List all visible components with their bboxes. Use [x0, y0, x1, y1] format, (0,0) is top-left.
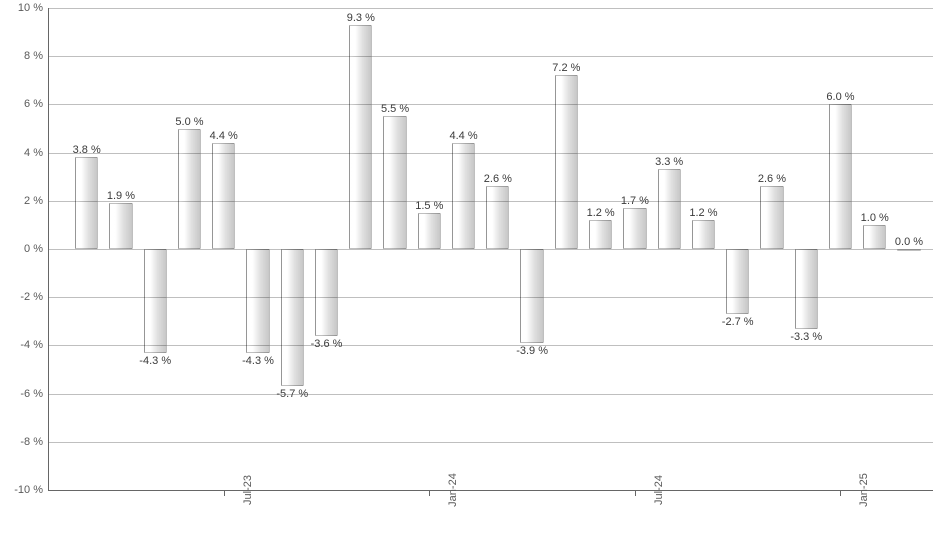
bar [795, 249, 818, 329]
bar [75, 157, 98, 249]
bar-value-label: -3.6 % [311, 338, 343, 350]
bar-value-label: 9.3 % [347, 12, 375, 24]
bar-value-label: 1.2 % [587, 207, 615, 219]
bar-value-label: -3.3 % [790, 331, 822, 343]
bar [863, 225, 886, 249]
bar-value-label: 3.3 % [655, 156, 683, 168]
bar-value-label: 1.9 % [107, 190, 135, 202]
bar [760, 186, 783, 249]
gridline [49, 442, 933, 443]
x-tick-label: Jul-23 [224, 475, 254, 505]
x-tick-label: Jan-24 [429, 473, 459, 507]
bar-value-label: -3.9 % [516, 345, 548, 357]
gridline [49, 56, 933, 57]
bar [144, 249, 167, 353]
y-tick-label: 6 % [24, 98, 49, 110]
x-tick-label: Jul-24 [635, 475, 665, 505]
bar [418, 213, 441, 249]
x-tick-mark [840, 490, 841, 496]
y-tick-label: -2 % [20, 291, 49, 303]
bar [383, 116, 406, 249]
bar [452, 143, 475, 249]
bar [897, 249, 920, 251]
bar [349, 25, 372, 249]
bar [486, 186, 509, 249]
y-tick-label: 0 % [24, 243, 49, 255]
y-tick-label: -8 % [20, 436, 49, 448]
bar-value-label: 0.0 % [895, 236, 923, 248]
bar-value-label: 6.0 % [826, 91, 854, 103]
bar-value-label: 1.0 % [861, 212, 889, 224]
y-tick-label: -6 % [20, 388, 49, 400]
bar [726, 249, 749, 314]
x-tick-mark [224, 490, 225, 496]
gridline [49, 394, 933, 395]
x-tick-mark [429, 490, 430, 496]
bar-value-label: 4.4 % [450, 130, 478, 142]
bar [109, 203, 132, 249]
y-tick-label: 2 % [24, 195, 49, 207]
percent-change-bar-chart: -10 % -8 % -6 % -4 % -2 % 0 % 2 % 4 % 6 % 8 % 10 %… [0, 0, 940, 550]
bar-value-label: 1.2 % [689, 207, 717, 219]
y-tick-label: -4 % [20, 339, 49, 351]
bar [246, 249, 269, 353]
y-tick-label: 4 % [24, 147, 49, 159]
bar-value-label: 7.2 % [552, 62, 580, 74]
bar-value-label: 1.5 % [415, 200, 443, 212]
bar [829, 104, 852, 249]
bar-value-label: 3.8 % [73, 144, 101, 156]
bar [281, 249, 304, 386]
y-tick-label: 8 % [24, 50, 49, 62]
bar [315, 249, 338, 336]
bar [692, 220, 715, 249]
bar [212, 143, 235, 249]
x-tick-mark [635, 490, 636, 496]
bar-value-label: 2.6 % [758, 173, 786, 185]
y-tick-label: -10 % [14, 484, 49, 496]
bar [555, 75, 578, 249]
bar [178, 129, 201, 250]
bar [623, 208, 646, 249]
gridline [49, 345, 933, 346]
bar-value-label: 2.6 % [484, 173, 512, 185]
y-tick-label: 10 % [18, 2, 49, 14]
gridline [49, 8, 933, 9]
bar [520, 249, 543, 343]
bar-value-label: -5.7 % [276, 388, 308, 400]
plot-area: -10 %-8 %-6 %-4 %-2 %0 %2 %4 %6 %8 %10 %… [48, 8, 933, 491]
bar-value-label: 1.7 % [621, 195, 649, 207]
bar-value-label: -4.3 % [242, 355, 274, 367]
bar [589, 220, 612, 249]
bar-value-label: 4.4 % [210, 130, 238, 142]
x-tick-label: Jan-25 [840, 473, 870, 507]
bar-value-label: -2.7 % [722, 316, 754, 328]
bar-value-label: 5.0 % [175, 116, 203, 128]
bar-value-label: -4.3 % [139, 355, 171, 367]
gridline [49, 104, 933, 105]
bar-value-label: 5.5 % [381, 103, 409, 115]
bar [658, 169, 681, 249]
